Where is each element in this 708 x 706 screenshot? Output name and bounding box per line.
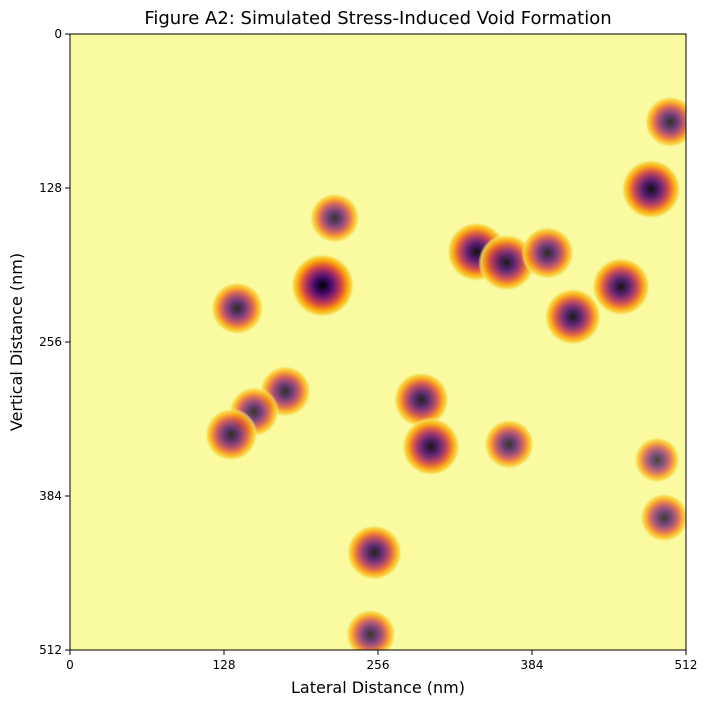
x-tick-label: 0 bbox=[66, 658, 74, 672]
chart-title: Figure A2: Simulated Stress-Induced Void… bbox=[144, 8, 611, 29]
void-spot-8 bbox=[591, 257, 651, 316]
void-spot-9 bbox=[210, 281, 264, 335]
y-tick-label: 384 bbox=[39, 489, 62, 503]
void-spot-16 bbox=[484, 419, 535, 470]
y-tick-label: 512 bbox=[39, 643, 62, 657]
void-spot-5 bbox=[478, 234, 536, 292]
void-spot-20 bbox=[345, 609, 396, 650]
void-spot-18 bbox=[640, 493, 686, 542]
y-tick-label: 128 bbox=[39, 181, 62, 195]
void-spot-10 bbox=[544, 288, 602, 346]
y-tick-label: 0 bbox=[54, 27, 62, 41]
x-tick-label: 128 bbox=[213, 658, 236, 672]
void-spot-12 bbox=[393, 371, 450, 428]
y-axis-label: Vertical Distance (nm) bbox=[7, 253, 26, 431]
x-tick-label: 384 bbox=[521, 658, 544, 672]
y-axis: 0 128 256 384 512 bbox=[39, 27, 70, 657]
void-spot-19 bbox=[346, 524, 403, 581]
void-spot-2 bbox=[621, 159, 682, 220]
void-spot-14 bbox=[204, 408, 258, 462]
void-spot-7 bbox=[290, 253, 355, 318]
x-tick-label: 256 bbox=[367, 658, 390, 672]
x-tick-label: 512 bbox=[675, 658, 698, 672]
void-spot-17 bbox=[634, 437, 681, 483]
void-spot-15 bbox=[401, 417, 461, 476]
y-tick-label: 256 bbox=[39, 335, 62, 349]
x-axis-label: Lateral Distance (nm) bbox=[291, 678, 465, 697]
x-axis: 0 128 256 384 512 bbox=[66, 650, 697, 672]
void-spot-3 bbox=[309, 193, 360, 244]
void-layer bbox=[204, 96, 686, 650]
void-spot-6 bbox=[521, 226, 575, 280]
void-spot-1 bbox=[644, 96, 686, 148]
